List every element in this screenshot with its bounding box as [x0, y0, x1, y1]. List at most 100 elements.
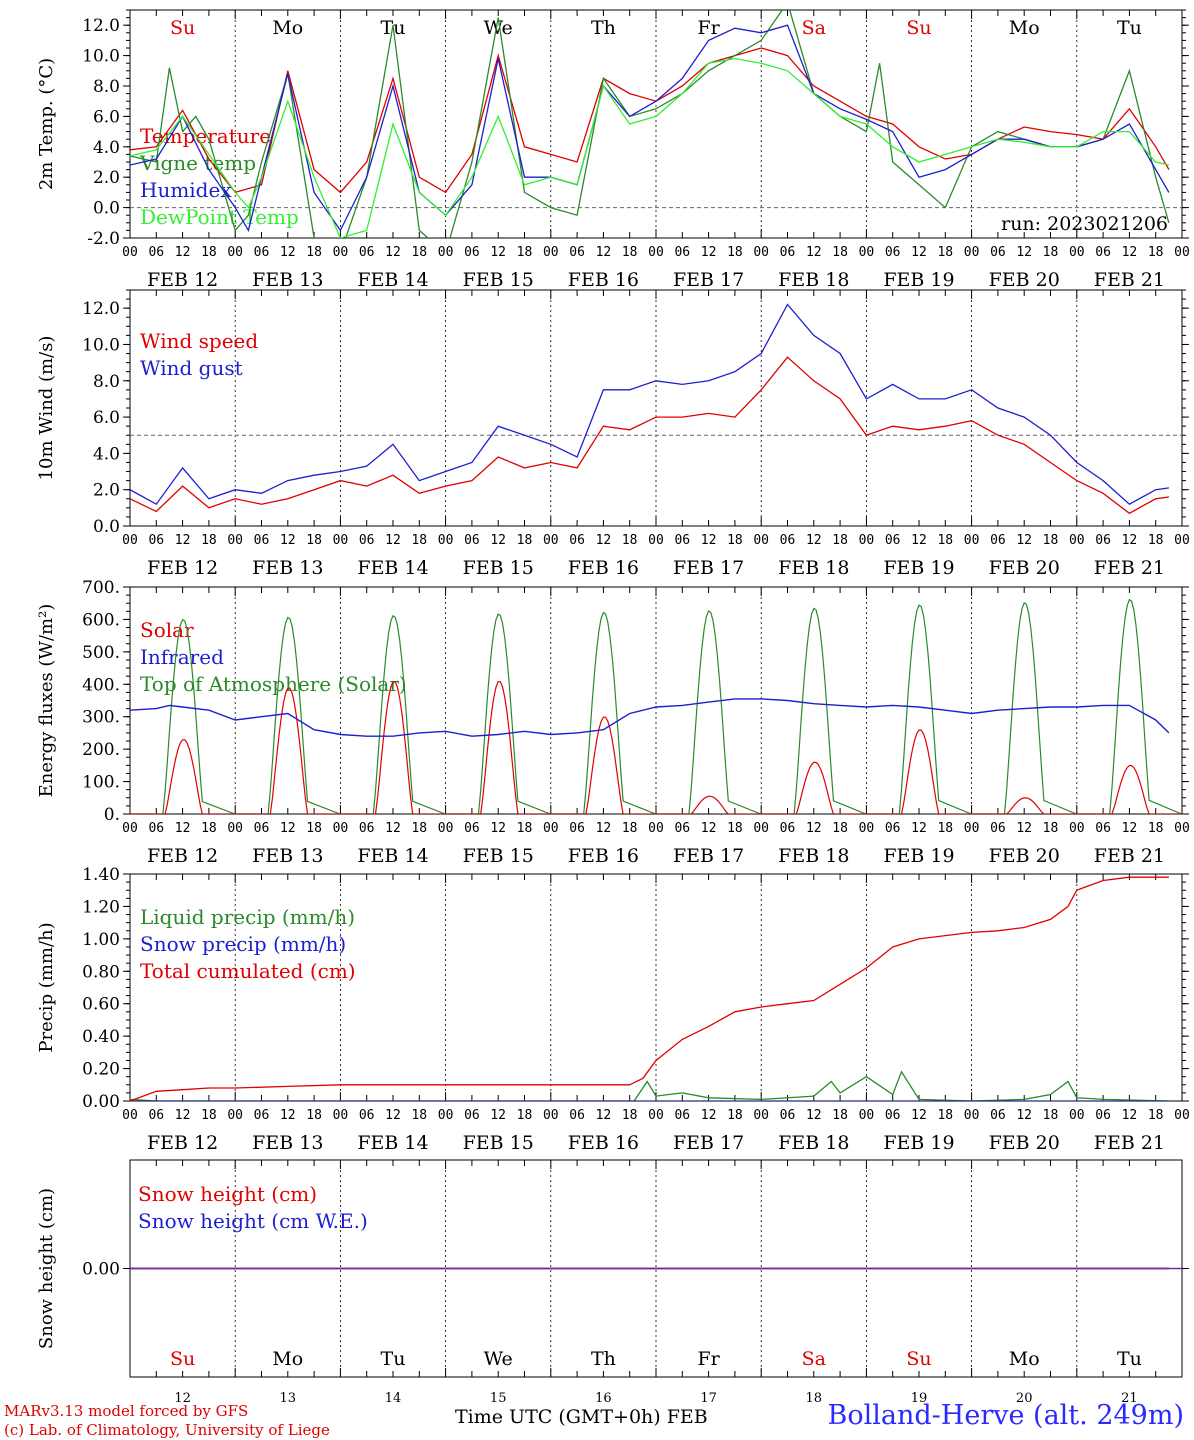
hour-label: 06 [359, 821, 375, 836]
hour-label: 12 [1016, 1108, 1032, 1123]
hour-label: 18 [306, 1108, 322, 1123]
hour-label: 06 [674, 821, 690, 836]
date-label: FEB 12 [147, 1132, 218, 1154]
date-label: FEB 14 [357, 1132, 428, 1154]
hour-label: 12 [596, 1108, 612, 1123]
date-label: FEB 18 [778, 845, 849, 867]
date-label: FEB 17 [673, 557, 744, 579]
infrared-line [130, 698, 1170, 737]
y-tick-label: 6.0 [93, 107, 120, 127]
hour-label: 00 [859, 245, 875, 260]
panel-frame [129, 586, 1183, 815]
hour-label: 06 [1095, 821, 1111, 836]
hour-label: 00 [648, 245, 664, 260]
hour-label: 12 [806, 533, 822, 548]
date-label: FEB 19 [883, 1132, 954, 1154]
hour-label: 18 [937, 1108, 953, 1123]
credit-line: (c) Lab. of Climatology, University of L… [4, 1421, 330, 1439]
hour-label: 00 [648, 1108, 664, 1123]
series-line-wind-speed [130, 356, 1169, 515]
hour-label: 18 [201, 821, 217, 836]
hour-label: 18 [201, 1108, 217, 1123]
day-name: Mo [272, 1348, 303, 1370]
hour-label: 12 [806, 1108, 822, 1123]
hour-label: 06 [254, 821, 270, 836]
hour-label: 06 [569, 1108, 585, 1123]
date-label: FEB 17 [673, 1132, 744, 1154]
hour-label: 00 [753, 1108, 769, 1123]
hour-label: 06 [674, 245, 690, 260]
date-label: FEB 16 [568, 557, 639, 579]
hour-label: 00 [1069, 245, 1085, 260]
hour-label: 18 [517, 245, 533, 260]
hour-label: 12 [385, 821, 401, 836]
legend-entry: Liquid precip (mm/h) [140, 905, 355, 929]
hour-label: 12 [911, 1108, 927, 1123]
hour-label: 12 [1016, 821, 1032, 836]
date-label: FEB 16 [568, 269, 639, 291]
date-label: FEB 21 [1094, 845, 1165, 867]
day-number: 15 [490, 1391, 507, 1406]
day-number: 17 [700, 1391, 717, 1406]
y-tick-label: 0.0 [93, 517, 120, 537]
date-label: FEB 12 [147, 845, 218, 867]
hour-label: 12 [701, 533, 717, 548]
series-line-temperature [130, 47, 1170, 194]
y-tick-label: 0.60 [82, 995, 120, 1015]
y-tick-label: 12.0 [82, 299, 120, 319]
solar-line [130, 681, 1182, 814]
day-number: 14 [385, 1391, 402, 1406]
y-tick-label: -2.0 [87, 229, 120, 249]
hour-label: 06 [464, 821, 480, 836]
hour-label: 00 [1069, 821, 1085, 836]
date-label: FEB 12 [147, 557, 218, 579]
hour-label: 12 [1122, 821, 1138, 836]
hour-label: 00 [333, 821, 349, 836]
hour-label: 12 [1122, 533, 1138, 548]
date-label: FEB 17 [673, 845, 744, 867]
y-tick-label: 0.00 [82, 1260, 120, 1280]
date-label: FEB 20 [989, 269, 1060, 291]
hour-label: 12 [175, 245, 191, 260]
hour-label: 00 [1069, 1108, 1085, 1123]
hour-label: 18 [832, 1108, 848, 1123]
hour-label: 00 [964, 245, 980, 260]
day-name: Su [170, 17, 195, 39]
series-line-dewpoint-temp [130, 57, 1170, 238]
date-label: FEB 21 [1094, 1132, 1165, 1154]
hour-label: 06 [254, 245, 270, 260]
date-label: FEB 21 [1094, 557, 1165, 579]
y-tick-label: 0. [104, 805, 120, 825]
date-label: FEB 18 [778, 557, 849, 579]
hour-label: 12 [911, 245, 927, 260]
hour-label: 18 [832, 821, 848, 836]
day-name: Th [591, 17, 616, 39]
hour-label: 00 [227, 1108, 243, 1123]
hour-label: 18 [201, 533, 217, 548]
date-label: FEB 20 [989, 845, 1060, 867]
hour-label: 00 [438, 1108, 454, 1123]
date-label: FEB 15 [463, 557, 534, 579]
day-name: We [484, 17, 513, 39]
date-label: FEB 15 [463, 845, 534, 867]
y-tick-label: 0.80 [82, 962, 120, 982]
day-name: Mo [272, 17, 303, 39]
day-name: Mo [1009, 17, 1040, 39]
hour-label: 06 [148, 245, 164, 260]
y-tick-label: 12.0 [82, 16, 120, 36]
hour-label: 18 [411, 1108, 427, 1123]
hour-label: 12 [280, 533, 296, 548]
run-annotation: run: 2023021206 [1001, 213, 1168, 235]
hour-label: 06 [780, 821, 796, 836]
hour-label: 06 [990, 533, 1006, 548]
hour-label: 06 [569, 821, 585, 836]
hour-label: 00 [648, 821, 664, 836]
hour-label: 06 [148, 533, 164, 548]
hour-label: 18 [1043, 245, 1059, 260]
hour-label: 06 [569, 245, 585, 260]
date-label: FEB 16 [568, 845, 639, 867]
y-tick-label: 100. [82, 773, 120, 793]
date-label: FEB 16 [568, 1132, 639, 1154]
hour-label: 00 [753, 821, 769, 836]
